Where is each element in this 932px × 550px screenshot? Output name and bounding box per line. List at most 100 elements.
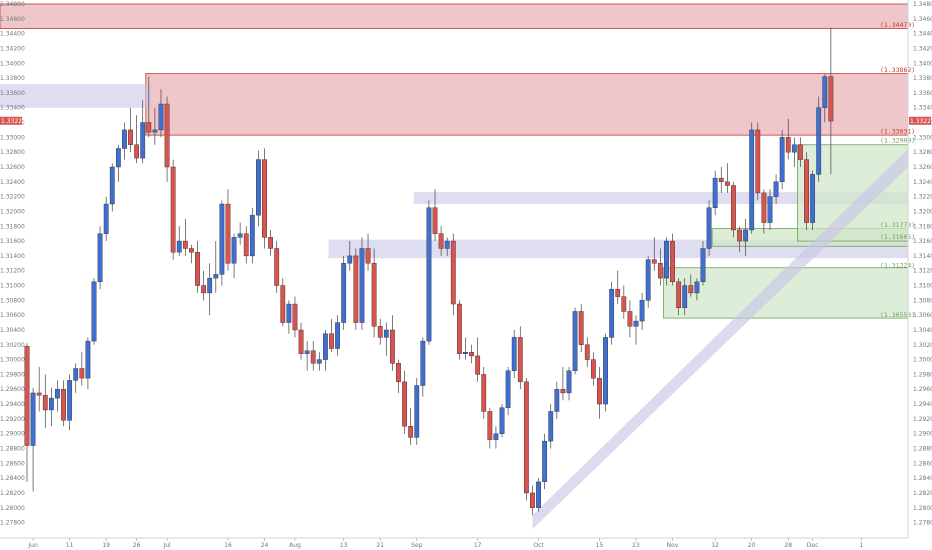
y-tick-right: 1.32800 [913,149,932,156]
candle-bull [122,129,127,149]
y-tick-left: 1.28600 [0,460,25,467]
candle-bear [597,377,602,405]
y-tick-right: 1.30400 [913,327,932,334]
y-tick-right: 1.28800 [913,446,932,453]
candle-bear [761,192,767,223]
y-tick-right: 1.34200 [913,45,932,52]
trend-channel-layer [532,148,908,530]
y-tick-right: 1.33400 [913,105,932,112]
candle-bear [377,326,383,338]
y-tick-right: 1.28000 [913,505,932,512]
candle-bull [335,322,340,349]
candle-bull [609,289,615,338]
zones-layer [0,3,909,319]
y-tick-left: 1.29800 [0,371,25,378]
y-tick-right: 1.29800 [913,371,932,378]
x-tick-label: 23 [632,542,640,549]
y-tick-left: 1.33600 [0,90,25,97]
y-tick-left: 1.32200 [0,194,25,201]
y-tick-left: 1.27800 [0,520,25,527]
level-label-7: (1.30558) [880,311,915,319]
candle-bull [664,240,669,279]
candle-bear [189,248,194,253]
candle-bull [237,233,243,238]
y-tick-left: 1.28400 [0,475,25,482]
y-tick-right: 1.30800 [913,297,932,304]
candle-bear [298,329,304,354]
candle-bear [164,103,170,168]
y-tick-left: 1.29400 [0,401,25,408]
y-tick-left: 1.34000 [0,60,25,67]
candle-bull [304,350,310,354]
y-tick-right: 1.28200 [913,490,932,497]
candle-bull [109,166,115,205]
y-tick-right: 1.28400 [913,475,932,482]
trend-channel [532,148,908,530]
candle-bear [262,159,267,238]
y-tick-left: 1.31400 [0,253,25,260]
candle-bull [566,370,572,394]
y-tick-right: 1.34000 [913,60,932,67]
candle-bull [140,122,146,159]
candle-bull [30,392,36,446]
candle-bull [341,263,347,323]
candle-bear [36,392,42,396]
time-axis[interactable]: Jun 11 19 26 Jul 16 24 Aug 13 21 Sep 17 Oct 15 23 Nov 12… [0,537,908,549]
level-labels-layer: (1.34470) (1.33862) (1.33031)(1.32909) (1.3… [880,21,915,319]
candle-bear [469,351,474,357]
candle-bear [621,296,627,312]
candle-bear [584,344,590,360]
candle-bull [55,389,60,399]
x-tick-label: Oct [533,542,544,549]
candle-bear [578,311,584,345]
candle-bull [700,248,706,283]
y-tick-right: 1.28600 [913,460,932,467]
x-tick-label: 26 [133,542,141,549]
x-tick-label: 12 [711,542,719,549]
y-tick-left: 1.30400 [0,327,25,334]
candle-bear [170,166,176,253]
y-tick-right: 1.31400 [913,253,932,260]
x-tick-label: 11 [66,542,74,549]
y-tick-left: 1.31200 [0,268,25,275]
y-tick-right: 1.29400 [913,401,932,408]
candle-bear [718,177,724,183]
candle-bull [694,281,700,294]
candle-bull [639,300,645,322]
candle-bear [657,263,663,279]
y-tick-left: 1.34400 [0,31,25,38]
y-tick-right: 1.33600 [913,90,932,97]
candle-bear [651,259,657,264]
x-tick-label: Jul [162,542,171,549]
y-tick-right: 1.32600 [913,164,932,171]
candle-bull [67,380,73,421]
price-axis[interactable]: 1.27800 1.27800 1.28000 1.28000 1.28200 1.282… [0,0,932,538]
candle-bull [633,320,639,327]
level-label-5: (1.31605) [880,233,915,241]
level-label-4: (1.31773) [880,221,915,229]
candle-bull [572,311,578,371]
candle-bear [42,394,48,411]
x-tick-label: 24 [261,542,269,549]
y-tick-right: 1.30000 [913,357,932,364]
y-tick-right: 1.31600 [913,238,932,245]
x-tick-label: 20 [748,542,756,549]
candle-bull [85,340,91,379]
y-tick-right: 1.31200 [913,268,932,275]
candle-bear [450,240,456,305]
candle-bear [517,337,523,383]
candle-bull [231,237,237,264]
candle-bear [225,203,231,264]
y-tick-right: 1.34800 [913,1,932,8]
candle-bear [128,129,133,145]
y-tick-right: 1.32000 [913,208,932,215]
y-tick-right: 1.29600 [913,386,932,393]
candle-bull [359,248,365,323]
candle-bear [560,389,566,394]
y-tick-left: 1.31600 [0,238,25,245]
candle-bull [749,129,755,231]
x-tick-label: Sep [411,542,423,549]
candle-bear [523,381,529,494]
y-tick-left: 1.31800 [0,223,25,230]
